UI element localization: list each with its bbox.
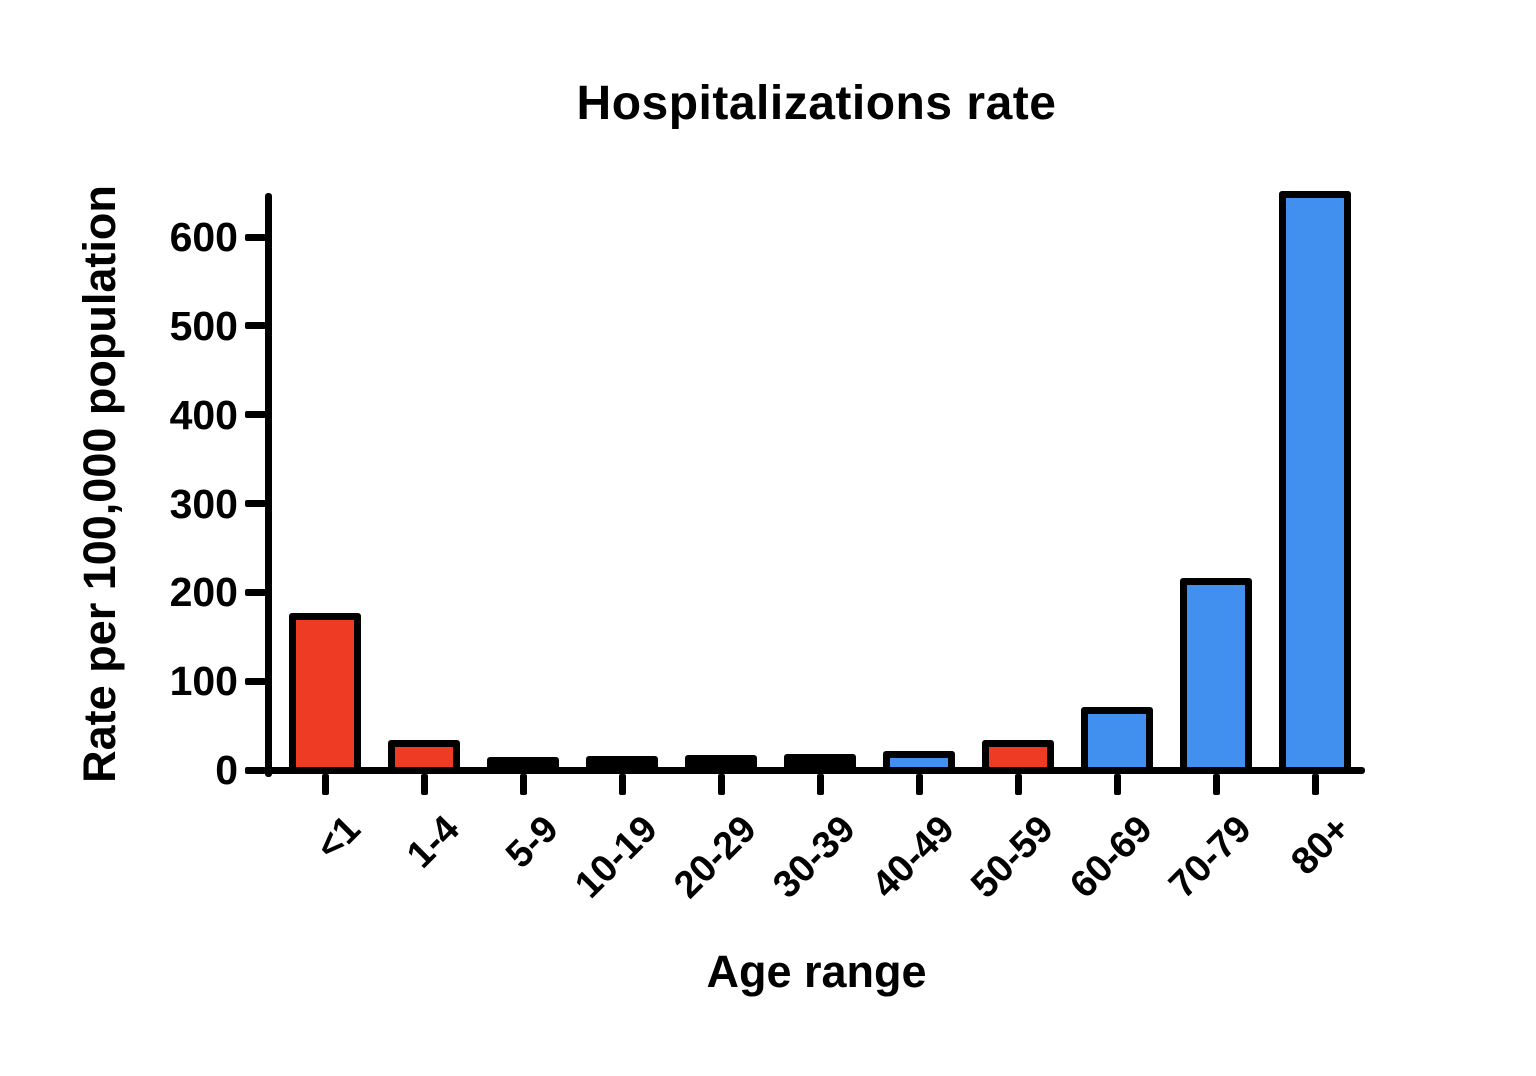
- y-tick: [245, 766, 266, 774]
- y-tick-label: 600: [169, 214, 238, 260]
- y-tick: [245, 500, 266, 507]
- y-tick: [245, 411, 266, 419]
- x-tick: [915, 774, 923, 795]
- y-tick-label: 200: [169, 569, 238, 616]
- x-tick: [519, 774, 527, 795]
- chart-title: Hospitalizations rate: [576, 77, 1057, 130]
- x-tick: [420, 774, 428, 795]
- y-tick: [245, 233, 266, 241]
- bar-1-4: [388, 740, 460, 774]
- bar-80+: [1279, 191, 1351, 774]
- y-axis-line: [265, 193, 272, 777]
- x-tick: [321, 774, 329, 795]
- bar-30-39: [784, 753, 856, 774]
- x-tick: [717, 774, 725, 795]
- bar-10-19: [586, 756, 658, 774]
- y-tick-label: 400: [169, 391, 238, 438]
- x-tick: [816, 774, 824, 795]
- bar-50-59: [982, 740, 1054, 774]
- y-tick: [245, 677, 266, 685]
- y-tick-label: 0: [215, 747, 238, 793]
- y-tick-label: 500: [169, 302, 238, 349]
- y-tick: [245, 322, 266, 330]
- bar-5-9: [487, 757, 559, 774]
- bar-70-79: [1180, 577, 1252, 774]
- bar-40-49: [883, 751, 955, 774]
- bar-20-29: [685, 754, 757, 774]
- x-tick: [1212, 774, 1220, 795]
- x-tick: [1311, 774, 1319, 795]
- x-tick: [1113, 774, 1121, 795]
- y-tick-label: 300: [169, 480, 238, 527]
- bar-<1: [289, 613, 361, 774]
- x-tick: [1014, 774, 1022, 795]
- bar-60-69: [1081, 706, 1153, 774]
- y-tick: [245, 588, 266, 596]
- y-tick-label: 100: [169, 658, 238, 705]
- x-tick: [618, 774, 626, 795]
- x-axis-label: Age range: [706, 946, 927, 997]
